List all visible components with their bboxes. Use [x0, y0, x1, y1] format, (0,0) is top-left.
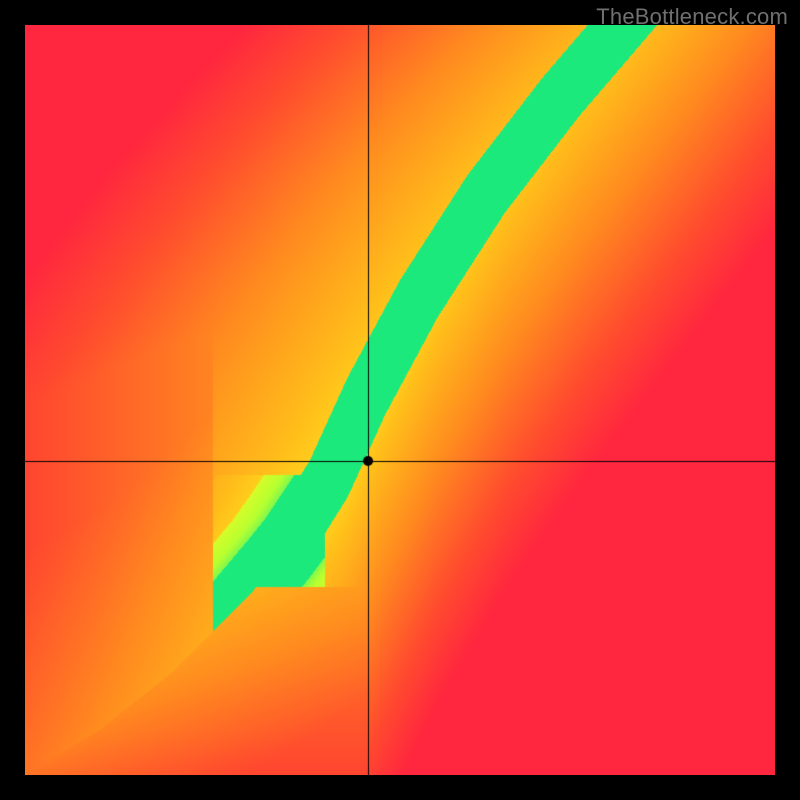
bottleneck-heatmap — [25, 25, 775, 775]
chart-container: TheBottleneck.com — [0, 0, 800, 800]
attribution-label: TheBottleneck.com — [596, 4, 788, 30]
